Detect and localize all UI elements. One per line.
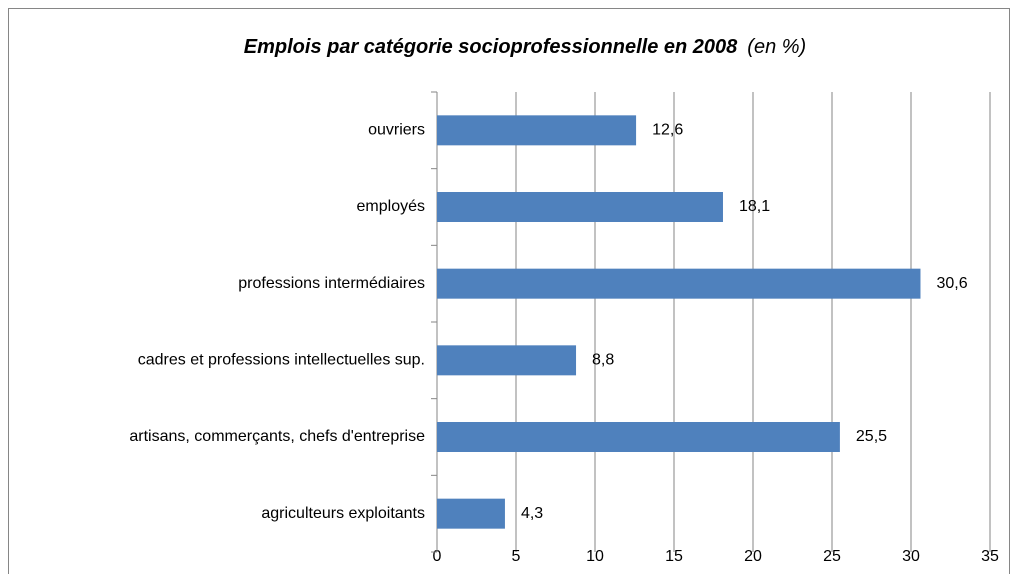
x-tick-label: 25: [823, 548, 841, 565]
data-label: 18,1: [739, 198, 770, 215]
x-tick-label: 0: [433, 548, 442, 565]
y-tick-label: artisans, commerçants, chefs d'entrepris…: [129, 428, 425, 445]
bar: [437, 115, 637, 146]
bar: [437, 422, 840, 452]
x-tick-label: 20: [744, 548, 762, 565]
x-tick-label: 35: [981, 548, 999, 565]
y-tick-label: employés: [357, 198, 425, 215]
bar: [437, 268, 921, 299]
chart-title-group: Emplois par catégorie socioprofessionnel…: [244, 36, 806, 58]
x-tick-label: 15: [665, 548, 683, 565]
bar: [437, 345, 577, 376]
x-tick-label: 5: [512, 548, 521, 565]
y-tick-label: cadres et professions intellectuelles su…: [138, 352, 425, 369]
y-tick-label: agriculteurs exploitants: [261, 505, 425, 522]
bar: [437, 498, 505, 529]
chart-subtitle: (en %): [747, 36, 806, 58]
x-tick-label: 10: [586, 548, 604, 565]
data-label: 8,8: [592, 352, 614, 369]
data-label: 12,6: [652, 122, 683, 139]
x-tick-label: 30: [902, 548, 920, 565]
chart-title: Emplois par catégorie socioprofessionnel…: [244, 36, 738, 58]
data-label: 30,6: [936, 275, 967, 292]
y-tick-label: ouvriers: [368, 122, 425, 139]
data-label: 25,5: [856, 428, 887, 445]
y-tick-label: professions intermédiaires: [238, 275, 425, 292]
data-label: 4,3: [521, 505, 543, 522]
bar: [437, 192, 723, 222]
